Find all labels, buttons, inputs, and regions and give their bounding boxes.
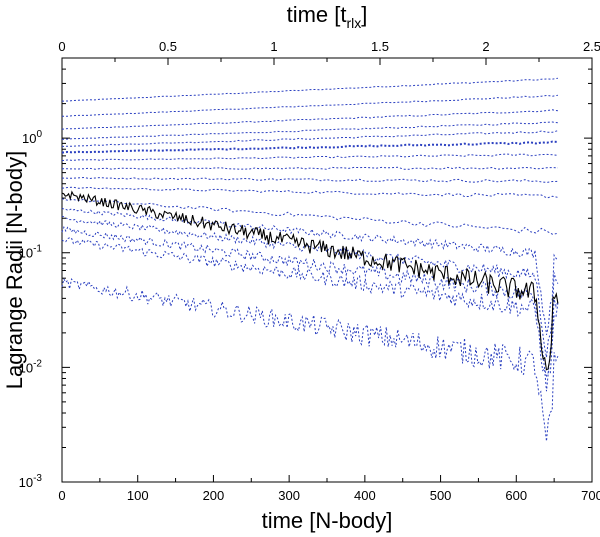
x-axis-title: time [N-body]	[262, 508, 393, 533]
lagrange-radius-line	[61, 153, 558, 162]
x-tick-label: 700	[581, 488, 600, 503]
lagrange-radius-line	[61, 109, 558, 130]
lagrange-radius-line	[61, 176, 558, 183]
x2-tick-label: 0.5	[159, 39, 177, 54]
x-tick-label: 0	[58, 488, 65, 503]
lagrange-radius-line	[62, 166, 558, 170]
lagrange-radius-line	[61, 130, 559, 147]
y-tick-label: 100	[22, 129, 42, 146]
x-tick-label: 500	[430, 488, 452, 503]
lagrange-radius-line	[62, 94, 558, 117]
lagrange-radius-line	[61, 186, 558, 199]
x2-tick-label: 1	[270, 39, 277, 54]
y-axis-title: Lagrange Radii [N-body]	[2, 151, 27, 389]
y-tick-label: 10-2	[19, 358, 43, 375]
x-tick-label: 300	[278, 488, 300, 503]
x-tick-label: 400	[354, 488, 376, 503]
x2-tick-label: 0	[58, 39, 65, 54]
y-tick-label: 10-3	[19, 473, 43, 490]
lagrange-radius-line	[61, 198, 558, 235]
series-layer	[61, 77, 559, 442]
x-tick-label: 100	[127, 488, 149, 503]
lagrange-radius-line	[61, 207, 559, 335]
lagrange-radius-line	[61, 140, 558, 154]
x-tick-label: 600	[505, 488, 527, 503]
x2-axis-title: time [trlx]	[287, 2, 368, 31]
lagrange-radius-line	[61, 237, 559, 392]
lagrange-radius-line	[61, 225, 559, 378]
core-radius-line	[61, 190, 559, 371]
tick-layer: 0 100 200 300 400 500 600 700 0 0.5 1 1.5 2 2.5 10-3 10…	[19, 39, 600, 503]
x2-tick-label: 2.5	[583, 39, 600, 54]
lagrange-radius-line	[61, 215, 559, 358]
x2-tick-label: 2	[482, 39, 489, 54]
lagrange-radius-line	[61, 277, 559, 442]
x-tick-label: 200	[203, 488, 225, 503]
lagrange-radius-line	[61, 77, 558, 102]
x2-tick-label: 1.5	[371, 39, 389, 54]
lagrange-radius-line	[61, 121, 558, 140]
y-tick-label: 10-1	[19, 244, 43, 261]
